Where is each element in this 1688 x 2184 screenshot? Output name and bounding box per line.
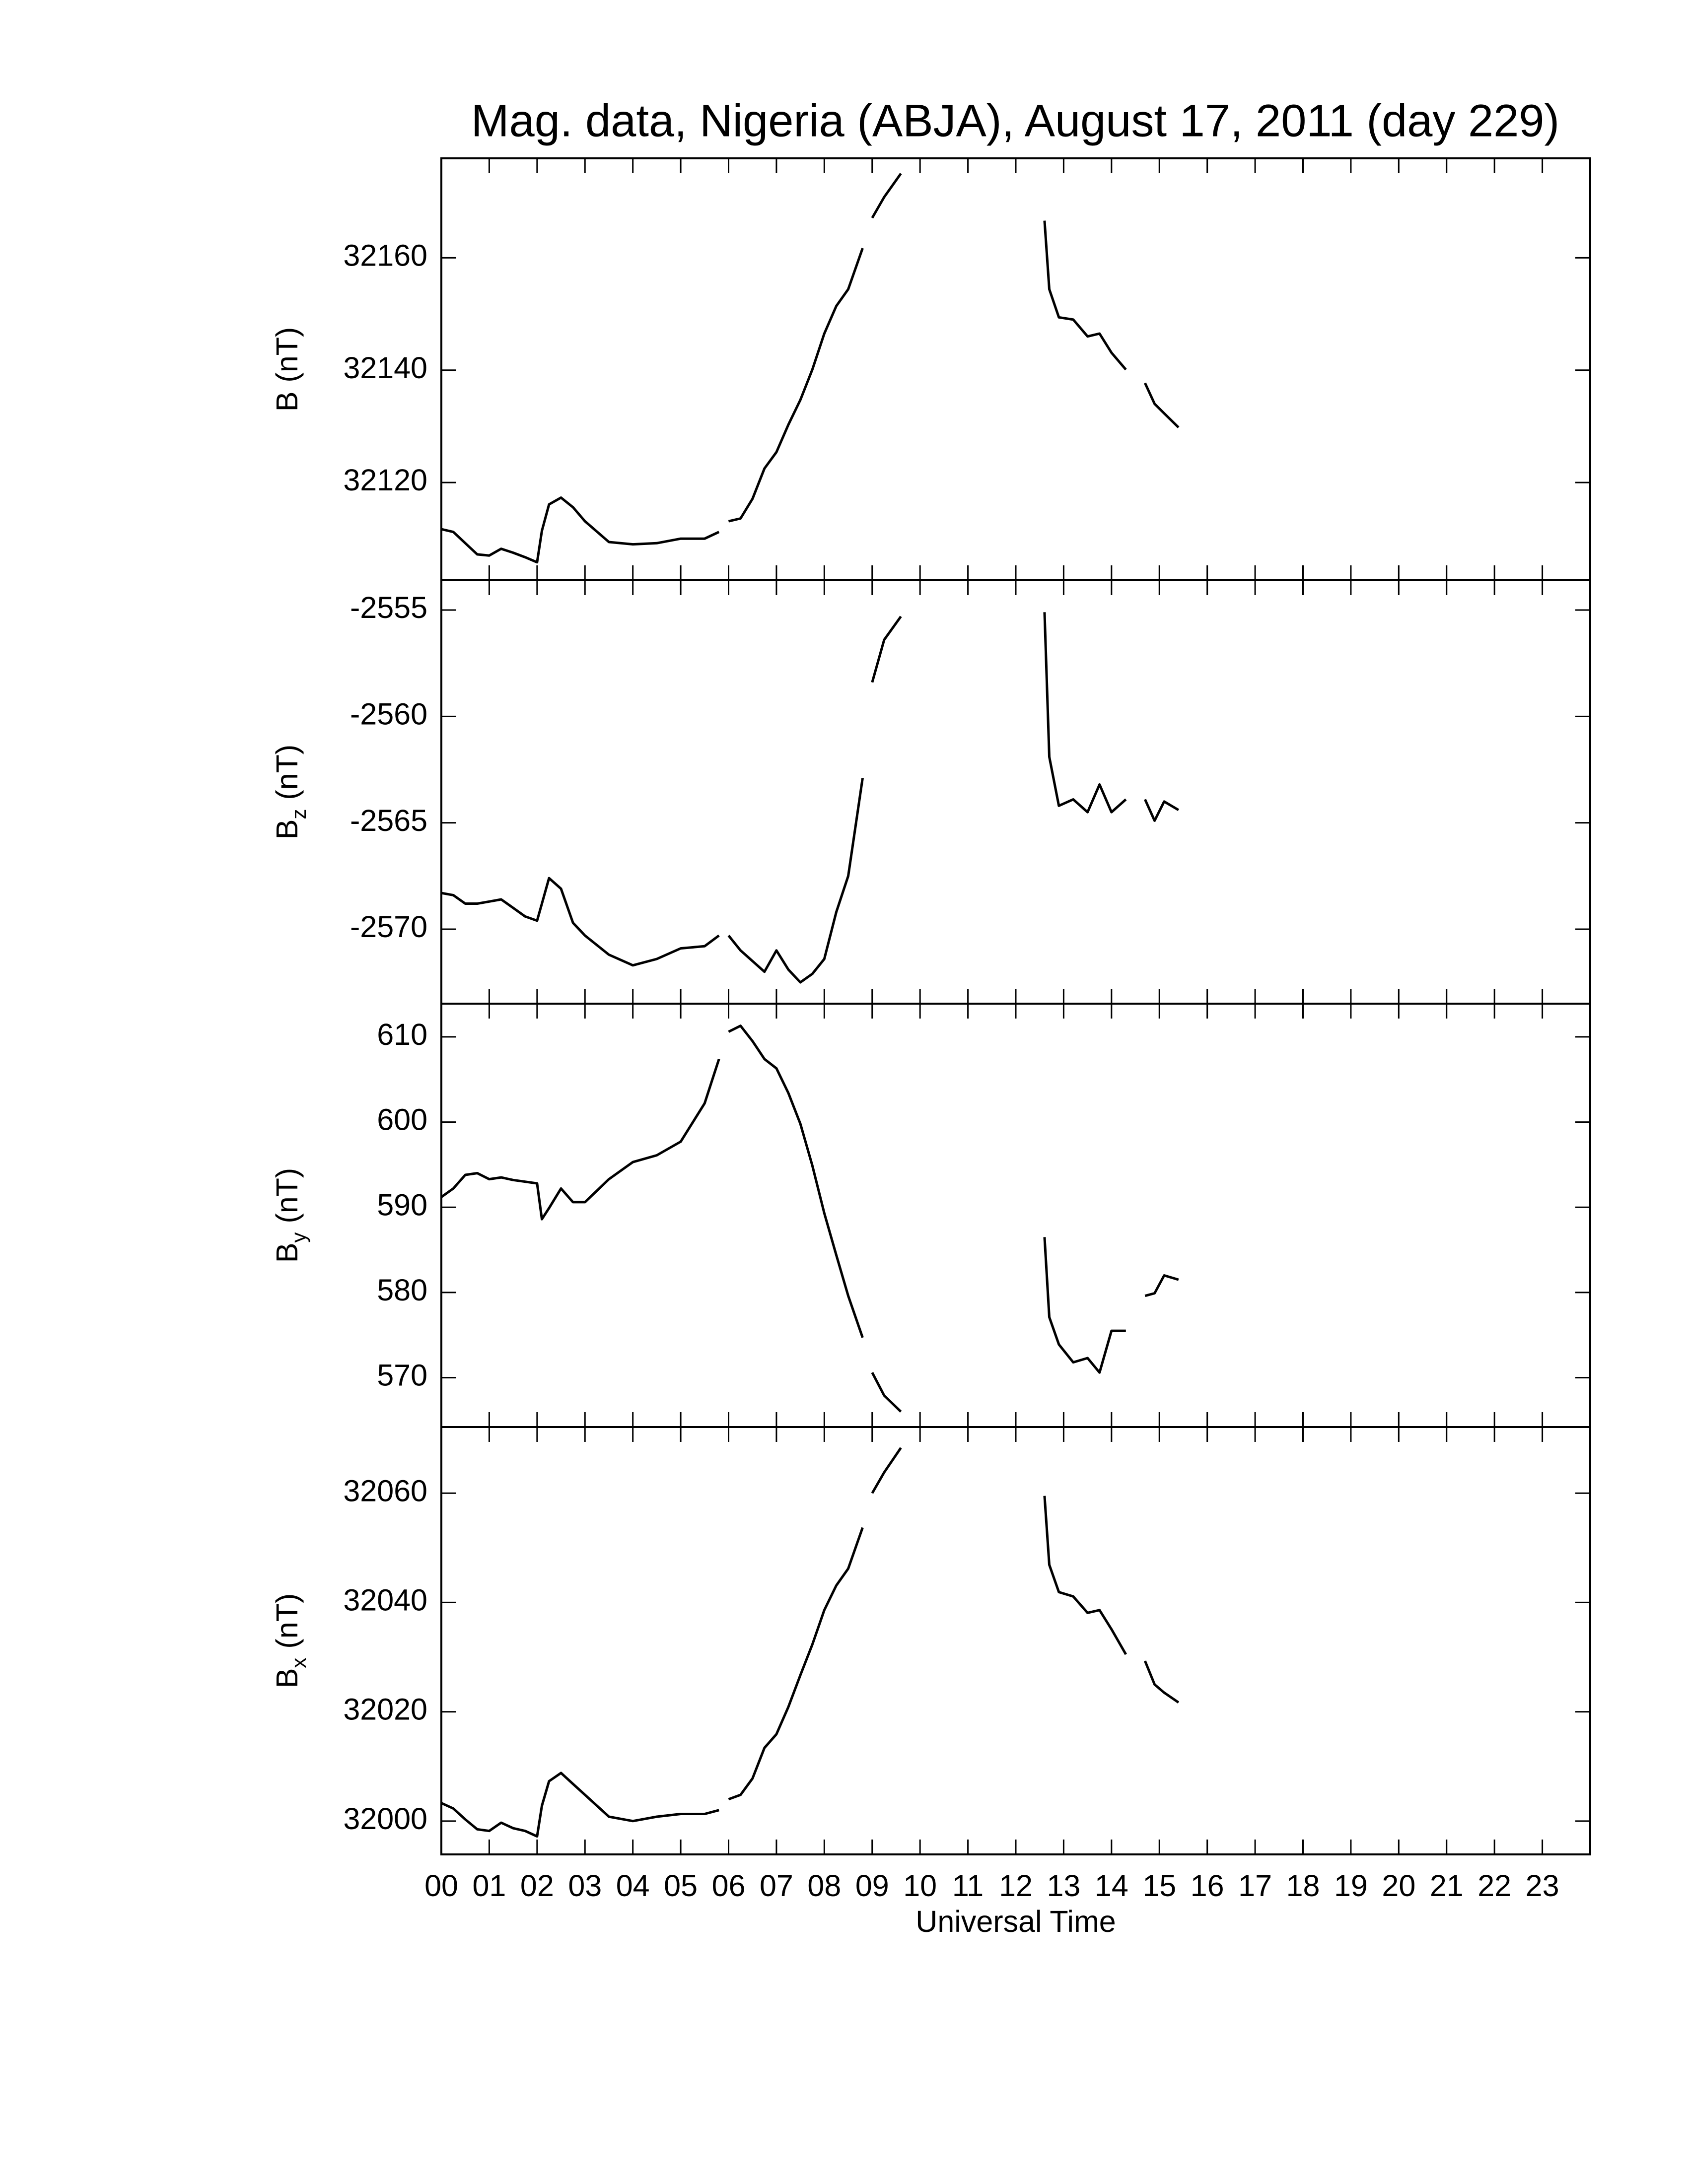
x-tick-label: 14: [1095, 1869, 1128, 1903]
y-tick-label: 590: [377, 1188, 427, 1222]
x-tick-label: 06: [712, 1869, 746, 1903]
x-tick-label: 16: [1191, 1869, 1224, 1903]
y-tick-label: -2570: [350, 910, 427, 944]
y-label-symbol: B: [270, 819, 304, 840]
y-tick-label: 32000: [343, 1802, 427, 1836]
y-tick-label: -2560: [350, 697, 427, 731]
y-tick-label: 32020: [343, 1693, 427, 1726]
y-tick-label: -2555: [350, 591, 427, 624]
y-tick-label: 32120: [343, 463, 427, 497]
y-label-subscript: z: [287, 809, 310, 819]
y-axis-label: B (nT): [270, 327, 304, 412]
x-tick-label: 05: [664, 1869, 698, 1903]
x-tick-label: 11: [952, 1869, 984, 1903]
x-tick-label: 13: [1047, 1869, 1080, 1903]
x-tick-label: 07: [760, 1869, 793, 1903]
x-tick-label: 02: [520, 1869, 554, 1903]
x-tick-label: 21: [1430, 1869, 1464, 1903]
y-tick-label: 32140: [343, 351, 427, 385]
y-label-symbol: B: [270, 1668, 304, 1689]
data-line: [440, 1447, 1180, 1838]
x-tick-label: 01: [472, 1869, 506, 1903]
y-label-unit: (nT): [270, 1593, 304, 1649]
x-tick-label: 03: [568, 1869, 602, 1903]
x-tick-label: 00: [424, 1869, 458, 1903]
y-tick-label: 32160: [343, 238, 427, 272]
y-tick-label: 32060: [343, 1474, 427, 1507]
y-axis-label: By (nT): [270, 1168, 310, 1263]
y-tick-label: 570: [377, 1359, 427, 1392]
x-tick-label: 10: [903, 1869, 937, 1903]
x-axis-label: Universal Time: [915, 1905, 1116, 1938]
chart-title: Mag. data, Nigeria (ABJA), August 17, 20…: [471, 95, 1559, 146]
y-tick-label: 600: [377, 1103, 427, 1137]
y-tick-label: -2565: [350, 804, 427, 837]
y-label-symbol: B: [270, 392, 304, 412]
data-line: [440, 1024, 1179, 1413]
y-tick-label: 610: [377, 1018, 427, 1051]
x-tick-label: 20: [1382, 1869, 1415, 1903]
x-tick-label: 18: [1286, 1869, 1320, 1903]
y-axis-label: Bz (nT): [270, 745, 310, 840]
x-tick-label: 04: [616, 1869, 650, 1903]
data-line: [441, 173, 1180, 564]
x-tick-label: 15: [1142, 1869, 1176, 1903]
y-label-unit: (nT): [270, 1168, 304, 1224]
x-tick-label: 08: [807, 1869, 841, 1903]
x-tick-label: 09: [855, 1869, 889, 1903]
plot-frame: [440, 1426, 1591, 1855]
y-tick-label: 32040: [343, 1583, 427, 1617]
y-label-unit: (nT): [270, 327, 304, 383]
x-tick-label: 19: [1334, 1869, 1368, 1903]
y-label-symbol: B: [270, 1243, 304, 1263]
y-label-unit: (nT): [270, 745, 304, 800]
x-tick-label: 23: [1526, 1869, 1559, 1903]
x-tick-label: 12: [999, 1869, 1033, 1903]
y-label-subscript: x: [287, 1658, 310, 1668]
y-axis-label: Bx (nT): [270, 1593, 310, 1689]
data-line: [441, 612, 1180, 984]
y-tick-label: 580: [377, 1273, 427, 1307]
y-label-subscript: y: [287, 1232, 310, 1243]
x-tick-label: 22: [1477, 1869, 1511, 1903]
x-tick-label: 17: [1238, 1869, 1272, 1903]
